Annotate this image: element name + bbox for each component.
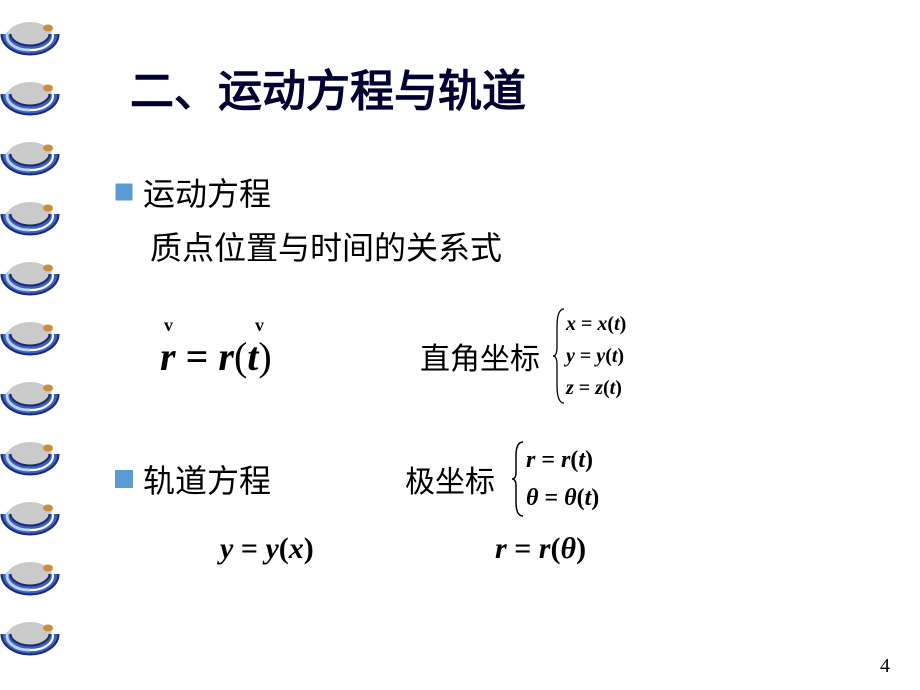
cartesian-system: x = x(t) y = y(t) z = z(t) [552, 307, 626, 405]
brace-icon [510, 440, 526, 518]
brace-icon [552, 307, 566, 405]
equation-row-1: v r = vr(t) 直角坐标 x = x(t) y = y(t) z = z… [160, 307, 885, 405]
equation-row-2: 轨道方程 极坐标 r = r(t) θ = θ(t) [85, 440, 885, 518]
vec-r2: r [218, 334, 234, 379]
traj-eq-1: y = y(x) [220, 532, 495, 566]
caron-1: v [164, 315, 173, 336]
section2-heading-row: 轨道方程 [115, 456, 405, 502]
cart-eq-x: x = x(t) [566, 308, 626, 340]
spiral-binding [0, 0, 60, 690]
polar-eq-theta: θ = θ(t) [526, 479, 599, 517]
cartesian-equations: x = x(t) y = y(t) z = z(t) [566, 308, 626, 404]
polar-system: r = r(t) θ = θ(t) [510, 440, 599, 518]
traj-eq-2: r = r(θ) [495, 532, 586, 566]
vec-t: t [247, 334, 258, 379]
slide-title: 二、运动方程与轨道 [130, 55, 885, 119]
polar-eq-r: r = r(t) [526, 441, 599, 479]
slide-content: 二、运动方程与轨道 运动方程 质点位置与时间的关系式 v r = vr(t) 直… [85, 55, 885, 566]
cart-eq-y: y = y(t) [566, 340, 626, 372]
cartesian-label: 直角坐标 [420, 334, 540, 378]
caron-2: v [255, 315, 264, 336]
bullet-icon [115, 183, 133, 201]
polar-equations: r = r(t) θ = θ(t) [526, 441, 599, 518]
section2-heading: 轨道方程 [143, 456, 271, 502]
bullet-icon [115, 470, 133, 488]
vec-r1: r [160, 334, 176, 379]
section1-heading: 运动方程 [143, 169, 271, 215]
vec-eq-sign: = [176, 334, 219, 379]
section1-heading-row: 运动方程 [115, 169, 885, 215]
vector-equation: v r = vr(t) [160, 333, 365, 380]
polar-label: 极坐标 [405, 457, 495, 501]
page-number: 4 [880, 655, 890, 678]
cart-eq-z: z = z(t) [566, 372, 626, 404]
trajectory-equations: y = y(x) r = r(θ) [220, 532, 885, 566]
section1-subtext: 质点位置与时间的关系式 [150, 223, 885, 269]
